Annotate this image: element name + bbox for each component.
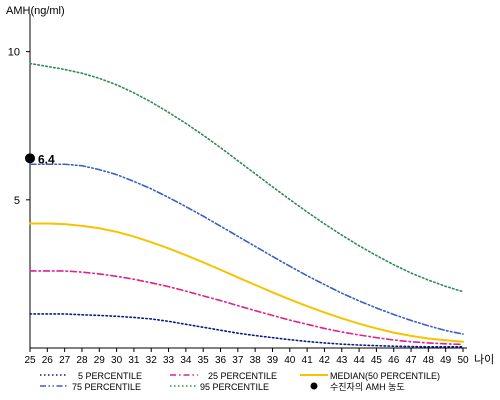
x-tick-label: 26 — [42, 355, 54, 366]
x-tick-label: 28 — [76, 355, 88, 366]
x-tick-label: 30 — [111, 355, 123, 366]
series-line-75-percentile — [29, 163, 464, 335]
x-tick-label: 50 — [457, 355, 469, 366]
x-tick-label: 40 — [284, 355, 296, 366]
legend: 5 PERCENTILE 25 PERCENTILE MEDIAN(50 PERCE… — [40, 371, 440, 392]
legend-label: 수진자의 AMH 농도 — [330, 382, 405, 392]
legend-marker-swatch — [310, 382, 318, 390]
x-tick-label: 33 — [163, 355, 175, 366]
series-line-95-percentile — [29, 62, 464, 293]
x-tick-label: 42 — [319, 355, 331, 366]
series-layer — [29, 62, 464, 348]
marker-layer: 6.4 — [25, 152, 55, 166]
x-tick-label: 43 — [336, 355, 348, 366]
y-tick-label: 5 — [14, 195, 20, 207]
x-tick-label: 44 — [354, 355, 366, 366]
series-line-25-percentile — [29, 270, 464, 346]
x-tick-label: 48 — [423, 355, 435, 366]
legend-label: MEDIAN(50 PERCENTILE) — [330, 371, 440, 381]
legend-label: 75 PERCENTILE — [72, 382, 141, 392]
x-tick-label: 45 — [371, 355, 383, 366]
x-tick-label: 35 — [198, 355, 210, 366]
x-tick-label: 39 — [267, 355, 279, 366]
legend-label: 25 PERCENTILE — [208, 371, 277, 381]
x-tick-label: 49 — [440, 355, 452, 366]
x-tick-label: 25 — [24, 355, 36, 366]
y-tick-label: 10 — [8, 47, 20, 59]
x-tick-label: 41 — [302, 355, 314, 366]
x-tick-label: 46 — [388, 355, 400, 366]
x-tick-label: 37 — [232, 355, 244, 366]
series-line-median-50-percentile — [29, 222, 464, 343]
x-tick-label: 31 — [128, 355, 140, 366]
legend-label: 5 PERCENTILE — [78, 371, 142, 381]
x-tick-label: 27 — [59, 355, 71, 366]
x-tick-label: 34 — [180, 355, 192, 366]
x-tick-label: 38 — [250, 355, 262, 366]
axes: 5 10 25 26 27 28 29 30 31 32 33 34 35 36 37 38 39 40 41 42 4… — [8, 14, 469, 366]
x-axis-label: 나이 — [474, 353, 494, 366]
patient-amh-value-label: 6.4 — [38, 152, 55, 166]
series-line-5-percentile — [29, 313, 464, 348]
x-tick-label: 47 — [405, 355, 417, 366]
legend-label: 95 PERCENTILE — [200, 382, 269, 392]
x-tick-label: 29 — [94, 355, 106, 366]
patient-amh-marker — [25, 153, 35, 164]
x-tick-label: 36 — [215, 355, 227, 366]
x-tick-label: 32 — [146, 355, 158, 366]
y-axis-label: AMH(ng/ml) — [6, 5, 65, 17]
